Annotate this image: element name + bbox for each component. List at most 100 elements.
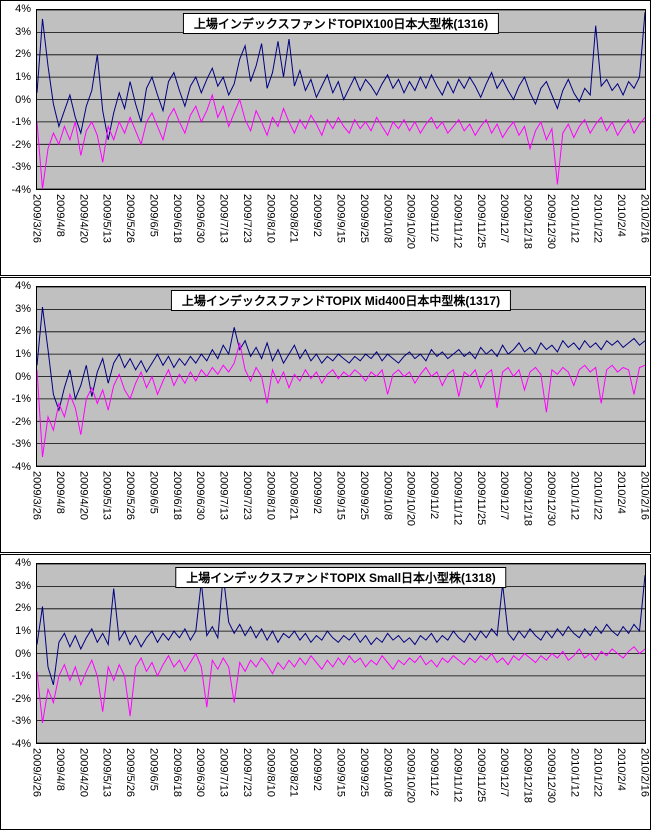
x-tick-label: 2010/1/22 — [591, 471, 604, 520]
y-tick-label: 1% — [15, 624, 31, 637]
y-tick-label: -4% — [11, 738, 31, 750]
x-tick-label: 2009/9/2 — [311, 471, 324, 514]
x-tick-label: 2009/6/30 — [194, 471, 207, 520]
y-axis-tick-labels: 4% 3% 2% 1% 0% -1% -2% -3% -4% — [1, 280, 33, 473]
x-tick-label: 2009/11/25 — [474, 471, 487, 526]
x-tick-label: 2009/4/20 — [77, 194, 90, 243]
x-tick-label: 2009/10/8 — [381, 194, 394, 243]
x-tick-label: 2009/9/2 — [311, 194, 324, 237]
magenta-series-line — [37, 342, 645, 458]
y-tick-label: -1% — [11, 670, 31, 683]
x-tick-label: 2009/7/23 — [240, 471, 253, 520]
x-tick-label: 2009/12/7 — [498, 471, 511, 520]
x-axis-tick-labels: 2009/3/26 2009/4/8 2009/4/20 2009/5/13 2009/… — [31, 469, 651, 551]
chart-panel-1317: 4% 3% 2% 1% 0% -1% -2% -3% -4% 上場インデックスファンドTOPIX… — [0, 277, 651, 553]
x-tick-label: 2009/3/26 — [30, 194, 43, 243]
x-tick-label: 2009/4/8 — [53, 748, 66, 791]
chart-canvas — [37, 287, 645, 466]
x-tick-label: 2009/6/30 — [194, 194, 207, 243]
x-tick-label: 2009/11/12 — [451, 471, 464, 526]
y-tick-label: 2% — [15, 48, 31, 61]
x-tick-label: 2009/4/8 — [53, 471, 66, 514]
magenta-series-line — [37, 646, 645, 723]
x-tick-label: 2009/9/25 — [357, 748, 370, 797]
x-tick-label: 2009/10/8 — [381, 748, 394, 797]
y-tick-label: -2% — [11, 692, 31, 705]
x-tick-label: 2010/1/22 — [591, 748, 604, 797]
x-tick-label: 2009/11/12 — [451, 748, 464, 803]
x-tick-label: 2009/11/2 — [428, 748, 441, 797]
x-tick-label: 2009/4/20 — [77, 748, 90, 797]
x-tick-label: 2009/10/8 — [381, 471, 394, 520]
y-tick-label: -1% — [11, 393, 31, 406]
x-tick-label: 2009/8/21 — [287, 194, 300, 243]
x-tick-label: 2010/1/12 — [568, 748, 581, 797]
x-tick-label: 2009/12/30 — [544, 471, 557, 527]
y-tick-label: -2% — [11, 415, 31, 428]
x-tick-label: 2009/3/26 — [30, 471, 43, 520]
y-tick-label: 2% — [15, 325, 31, 338]
x-tick-label: 2009/11/25 — [474, 194, 487, 249]
x-tick-label: 2009/9/25 — [357, 471, 370, 520]
x-tick-label: 2009/11/2 — [428, 194, 441, 243]
y-tick-label: -4% — [11, 184, 31, 196]
x-tick-label: 2010/2/4 — [615, 471, 628, 514]
chart-canvas — [37, 10, 645, 189]
x-tick-label: 2009/5/26 — [124, 471, 137, 520]
x-tick-label: 2009/4/20 — [77, 471, 90, 520]
x-tick-label: 2009/12/30 — [544, 748, 557, 804]
x-tick-label: 2009/7/23 — [240, 194, 253, 243]
x-tick-label: 2009/9/25 — [357, 194, 370, 243]
x-tick-label: 2010/1/22 — [591, 194, 604, 243]
x-tick-label: 2009/4/8 — [53, 194, 66, 237]
chart-canvas — [37, 564, 645, 743]
x-tick-label: 2009/6/18 — [170, 194, 183, 243]
plot-area: 上場インデックスファンドTOPIX Small日本小型株(1318) — [36, 563, 646, 744]
x-tick-label: 2009/5/13 — [100, 471, 113, 520]
x-tick-label: 2009/12/30 — [544, 194, 557, 250]
navy-series-line — [37, 575, 645, 685]
plot-area: 上場インデックスファンドTOPIX100日本大型株(1316) — [36, 9, 646, 190]
chart-title: 上場インデックスファンドTOPIX100日本大型株(1316) — [182, 13, 500, 34]
chart-title: 上場インデックスファンドTOPIX Small日本小型株(1318) — [175, 567, 507, 588]
x-tick-label: 2009/10/20 — [404, 471, 417, 527]
y-tick-label: 3% — [15, 25, 31, 38]
y-tick-label: 3% — [15, 302, 31, 315]
x-tick-label: 2009/8/21 — [287, 471, 300, 520]
x-tick-label: 2009/6/18 — [170, 748, 183, 797]
x-tick-label: 2009/9/15 — [334, 748, 347, 797]
x-tick-label: 2010/2/16 — [638, 748, 651, 797]
y-tick-label: 0% — [15, 647, 31, 660]
x-tick-label: 2009/10/20 — [404, 748, 417, 804]
y-tick-label: 1% — [15, 347, 31, 360]
x-tick-label: 2009/9/2 — [311, 748, 324, 791]
y-axis-tick-labels: 4% 3% 2% 1% 0% -1% -2% -3% -4% — [1, 557, 33, 750]
y-tick-label: 0% — [15, 370, 31, 383]
x-tick-label: 2009/11/25 — [474, 748, 487, 803]
x-tick-label: 2009/12/18 — [521, 471, 534, 527]
x-tick-label: 2009/12/18 — [521, 194, 534, 250]
y-tick-label: 3% — [15, 579, 31, 592]
x-tick-label: 2009/5/26 — [124, 748, 137, 797]
y-tick-label: 0% — [15, 93, 31, 106]
x-tick-label: 2010/2/16 — [638, 471, 651, 520]
x-tick-label: 2009/6/5 — [147, 748, 160, 791]
x-tick-label: 2009/7/13 — [217, 194, 230, 243]
y-axis-tick-labels: 4% 3% 2% 1% 0% -1% -2% -3% -4% — [1, 3, 33, 196]
navy-series-line — [37, 307, 645, 412]
x-tick-label: 2009/12/18 — [521, 748, 534, 804]
x-axis-tick-labels: 2009/3/26 2009/4/8 2009/4/20 2009/5/13 2009/… — [31, 192, 651, 274]
x-tick-label: 2009/5/13 — [100, 748, 113, 797]
x-tick-label: 2009/7/13 — [217, 471, 230, 520]
y-tick-label: -2% — [11, 138, 31, 151]
x-tick-label: 2010/1/12 — [568, 194, 581, 243]
x-tick-label: 2009/9/15 — [334, 194, 347, 243]
x-tick-label: 2009/6/5 — [147, 471, 160, 514]
x-tick-label: 2009/5/13 — [100, 194, 113, 243]
y-tick-label: -3% — [11, 438, 31, 451]
y-tick-label: 4% — [15, 557, 31, 569]
x-tick-label: 2010/2/4 — [615, 194, 628, 237]
x-tick-label: 2009/8/21 — [287, 748, 300, 797]
x-tick-label: 2009/11/2 — [428, 471, 441, 520]
x-tick-label: 2009/7/13 — [217, 748, 230, 797]
